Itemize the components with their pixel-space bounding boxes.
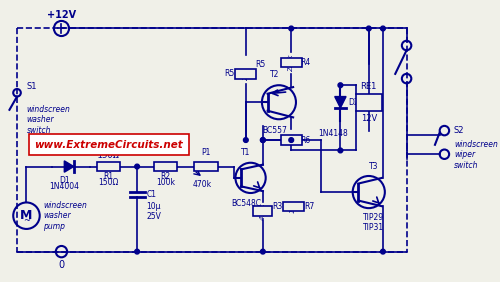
- Bar: [254, 206, 272, 216]
- Circle shape: [289, 138, 294, 142]
- Text: R5: R5: [256, 60, 266, 69]
- Text: TIP29
TIP31: TIP29 TIP31: [363, 213, 384, 232]
- Text: 1N4148: 1N4148: [318, 129, 348, 138]
- Bar: [194, 162, 218, 171]
- Text: windscreen
washer
pump: windscreen washer pump: [44, 201, 88, 231]
- Text: +12V: +12V: [47, 10, 76, 20]
- Circle shape: [338, 148, 343, 153]
- Circle shape: [134, 164, 140, 169]
- Circle shape: [260, 138, 265, 142]
- Bar: [282, 202, 304, 211]
- Text: windscreen
wiper
switch: windscreen wiper switch: [454, 140, 498, 170]
- Text: 150Ω: 150Ω: [98, 178, 119, 187]
- Text: 1N4004: 1N4004: [50, 182, 80, 191]
- Text: R2: R2: [160, 172, 170, 181]
- Circle shape: [260, 249, 265, 254]
- Polygon shape: [334, 96, 346, 108]
- Bar: [236, 69, 256, 79]
- Text: 470k: 470k: [193, 180, 212, 189]
- Bar: [154, 162, 177, 171]
- Polygon shape: [64, 161, 74, 172]
- Circle shape: [244, 138, 248, 142]
- Text: ~: ~: [23, 216, 30, 225]
- Text: 22k: 22k: [243, 67, 249, 80]
- Circle shape: [380, 26, 386, 31]
- Text: D2: D2: [348, 98, 358, 107]
- Bar: [98, 162, 120, 171]
- Text: 1k: 1k: [288, 136, 294, 144]
- Circle shape: [338, 83, 343, 88]
- Text: www.ExtremeCircuits.net: www.ExtremeCircuits.net: [34, 140, 183, 150]
- Text: M: M: [20, 209, 32, 222]
- Text: T2: T2: [270, 70, 279, 79]
- Text: BC557: BC557: [262, 126, 286, 135]
- Text: R3: R3: [272, 202, 282, 211]
- Circle shape: [289, 26, 294, 31]
- Text: 10µ
25V: 10µ 25V: [146, 202, 162, 221]
- Text: P1: P1: [202, 148, 211, 157]
- Text: BC548C: BC548C: [231, 199, 261, 208]
- Text: D1: D1: [59, 176, 70, 185]
- Circle shape: [260, 138, 265, 142]
- Text: windscreen
washer
switch: windscreen washer switch: [26, 105, 70, 135]
- Text: R1
150Ω: R1 150Ω: [98, 140, 120, 160]
- Text: R5: R5: [224, 69, 234, 78]
- Circle shape: [380, 249, 386, 254]
- Text: 12V: 12V: [360, 114, 377, 123]
- Text: R7: R7: [304, 202, 314, 211]
- Text: T1: T1: [241, 148, 250, 157]
- Text: 470k: 470k: [260, 202, 266, 220]
- Text: T3: T3: [368, 162, 378, 171]
- Text: R4: R4: [300, 58, 311, 67]
- Bar: [281, 58, 301, 67]
- Text: R1: R1: [104, 172, 114, 181]
- Text: S2: S2: [454, 126, 464, 135]
- Text: 100k: 100k: [156, 178, 175, 187]
- Text: R6: R6: [300, 136, 311, 145]
- Text: S1: S1: [26, 82, 37, 91]
- Text: RE1: RE1: [360, 82, 377, 91]
- Bar: [356, 94, 382, 111]
- Circle shape: [366, 26, 371, 31]
- Text: 10k: 10k: [290, 200, 296, 213]
- Text: 0: 0: [58, 260, 64, 270]
- Text: 220k: 220k: [288, 54, 294, 71]
- Text: C1: C1: [146, 190, 156, 199]
- Circle shape: [134, 249, 140, 254]
- Bar: [281, 135, 301, 145]
